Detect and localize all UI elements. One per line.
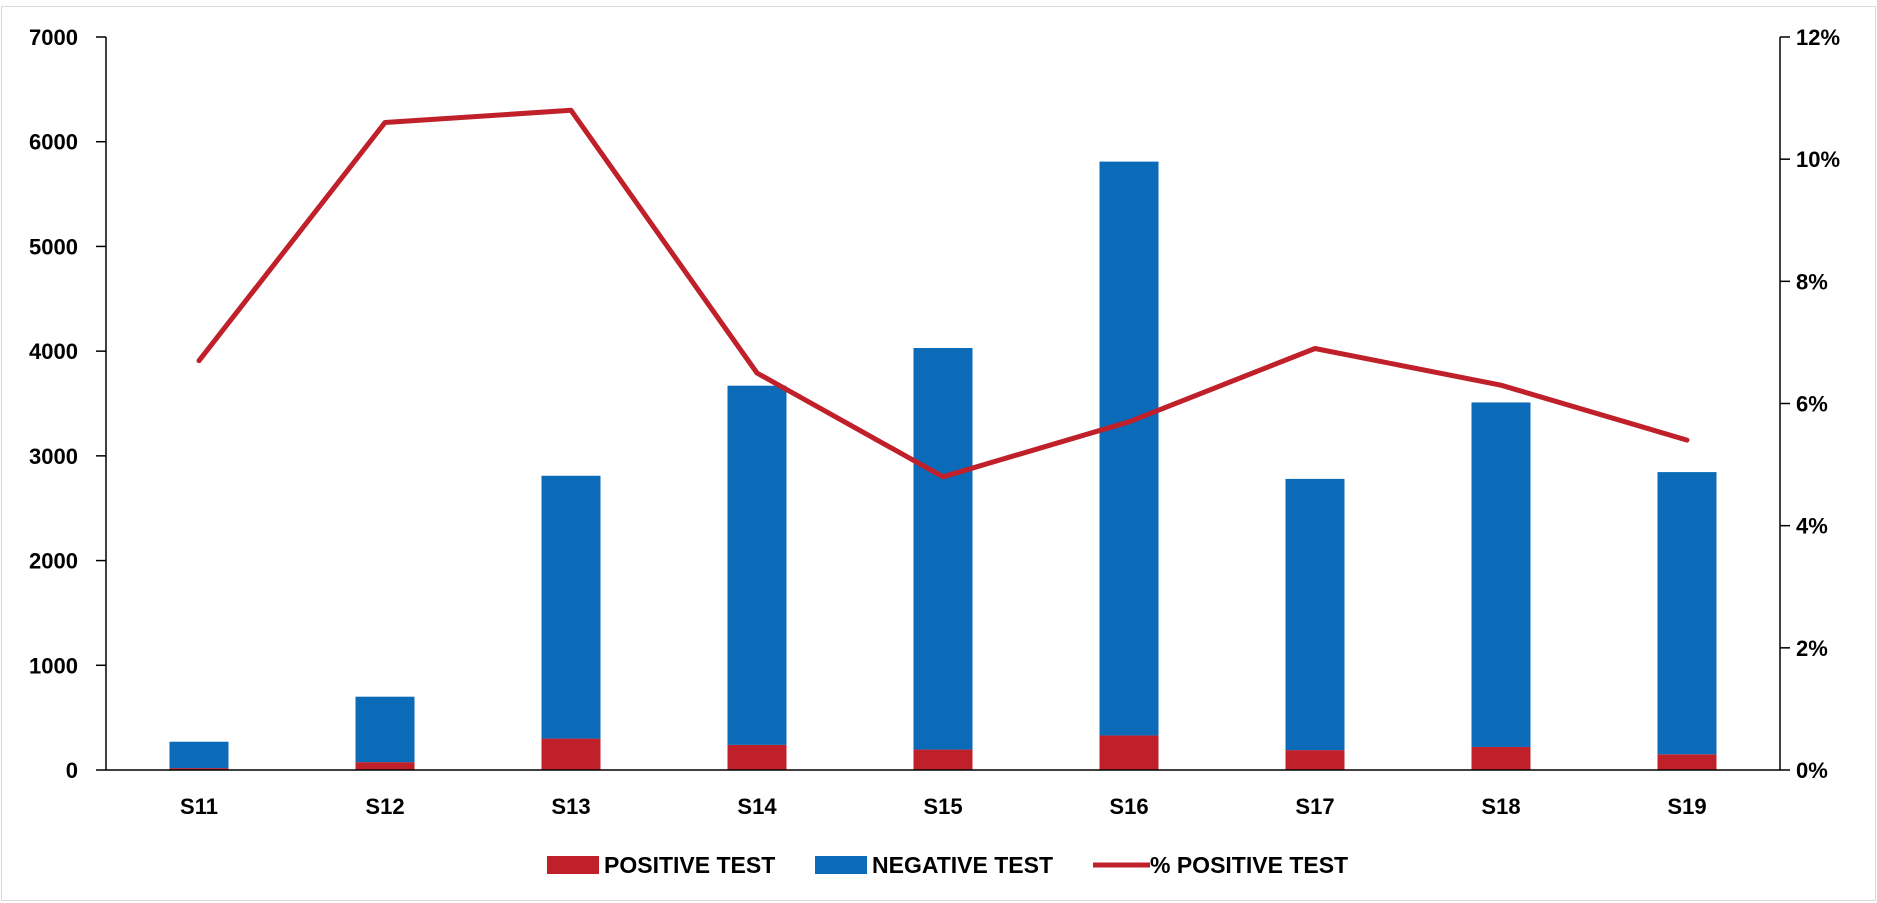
legend-label: NEGATIVE TEST [872, 852, 1053, 878]
bar-negative-S17 [1285, 478, 1345, 751]
x-tick-label-S19: S19 [1667, 794, 1706, 819]
bar-positive-S14 [727, 744, 787, 770]
y-right-tick-label: 4% [1796, 514, 1828, 539]
y-left-tick-label: 1000 [29, 653, 78, 678]
y-right-tick-label: 2% [1796, 636, 1828, 661]
y-left-tick-label: 5000 [29, 234, 78, 259]
bar-positive-S17 [1285, 750, 1345, 770]
x-tick-label-S15: S15 [923, 794, 962, 819]
y-left-tick-label: 4000 [29, 339, 78, 364]
bar-negative-S13 [541, 475, 601, 739]
y-right-tick-label: 6% [1796, 392, 1828, 417]
y-right-tick-label: 0% [1796, 758, 1828, 783]
x-tick-label-S16: S16 [1109, 794, 1148, 819]
bar-negative-S12 [355, 696, 415, 763]
x-tick-label-S13: S13 [551, 794, 590, 819]
line-group [196, 107, 1690, 480]
y-right-tick-label: 8% [1796, 269, 1828, 294]
bar-positive-S13 [541, 738, 601, 770]
x-tick-label-S14: S14 [737, 794, 777, 819]
x-tick-label-S12: S12 [365, 794, 404, 819]
chart-frame [1, 6, 1876, 901]
bar-negative-S19 [1657, 472, 1717, 755]
bar-negative-S18 [1471, 402, 1531, 747]
bar-negative-S11 [169, 741, 229, 769]
bar-positive-S11 [169, 768, 229, 770]
x-tick-label-S11: S11 [180, 794, 218, 819]
x-tick-label-S17: S17 [1295, 794, 1334, 819]
legend-swatch [815, 856, 867, 874]
bars-group [169, 161, 1717, 770]
bar-positive-S16 [1099, 735, 1159, 770]
y-left-tick-label: 6000 [29, 130, 78, 155]
bar-positive-S12 [355, 762, 415, 770]
legend: POSITIVE TEST NEGATIVE TEST % POSITIVE TES… [547, 852, 1348, 878]
y-left-tick-label: 7000 [29, 25, 78, 50]
legend-swatch [547, 856, 599, 874]
bar-positive-S15 [913, 749, 973, 770]
legend-label: POSITIVE TEST [604, 852, 775, 878]
y-right-tick-label: 12% [1796, 25, 1840, 50]
legend-item-1: NEGATIVE TEST [815, 852, 1053, 878]
x-tick-label-S18: S18 [1481, 794, 1520, 819]
axes-group: 0 1000 2000 3000 4000 5000 6000 7000 0% 2% 4% 6% 8% 1… [29, 25, 1840, 819]
legend-label: % POSITIVE TEST [1150, 852, 1348, 878]
legend-item-0: POSITIVE TEST [547, 852, 775, 878]
bar-negative-S15 [913, 348, 973, 750]
y-left-tick-label: 0 [66, 758, 78, 783]
bar-negative-S16 [1099, 161, 1159, 736]
bar-negative-S14 [727, 385, 787, 745]
bar-positive-S19 [1657, 754, 1717, 770]
y-left-tick-label: 3000 [29, 444, 78, 469]
chart-border [1, 6, 1876, 901]
bar-positive-S18 [1471, 746, 1531, 770]
y-right-tick-label: 10% [1796, 147, 1840, 172]
y-left-tick-label: 2000 [29, 549, 78, 574]
legend-item-2: % POSITIVE TEST [1093, 852, 1348, 878]
